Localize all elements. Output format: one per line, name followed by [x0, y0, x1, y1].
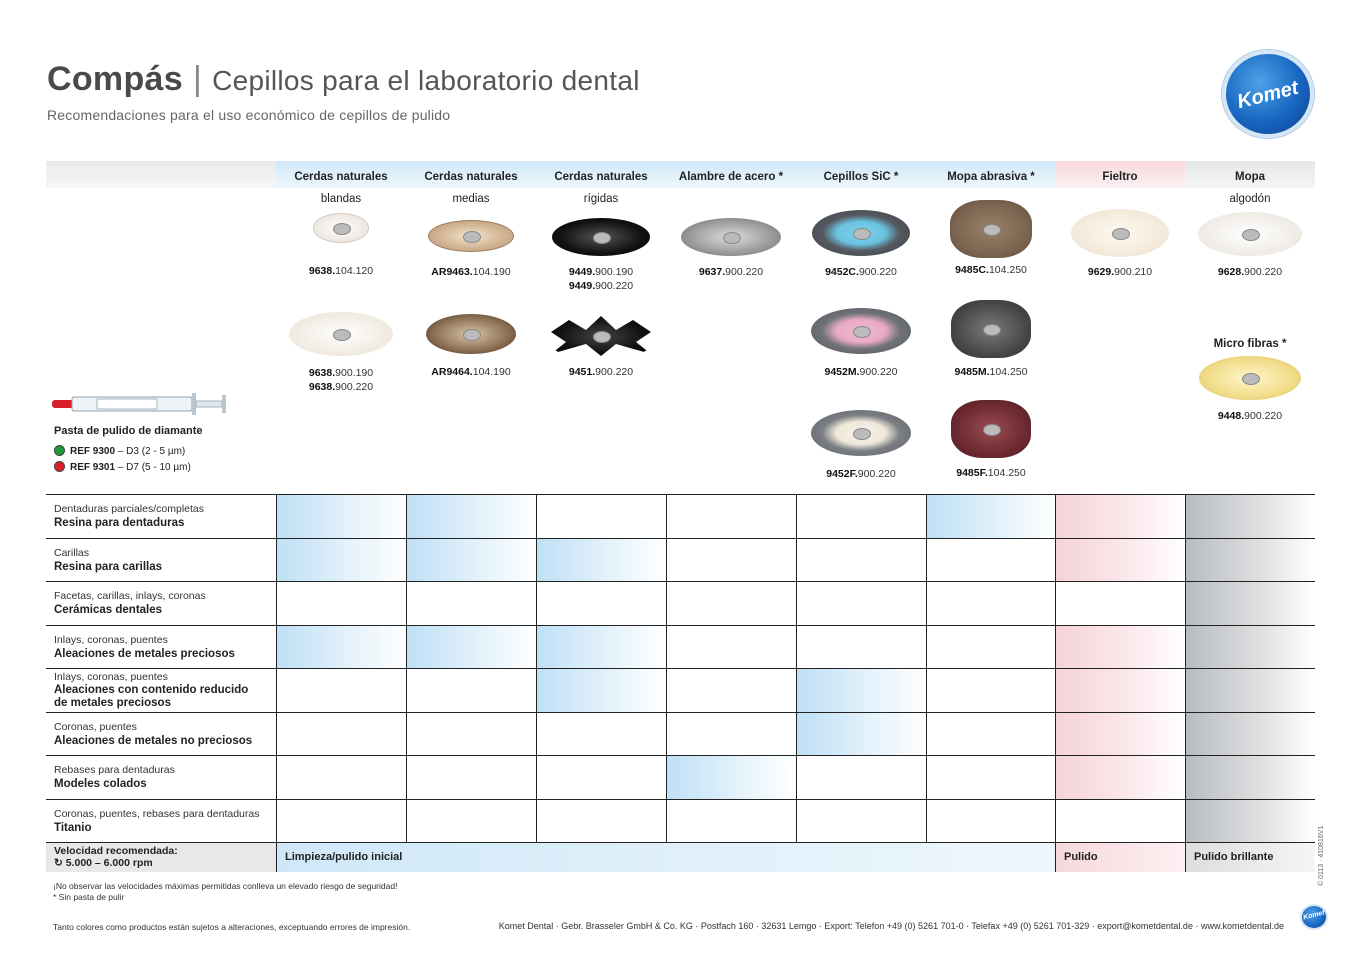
- col-header-8: Mopa: [1234, 171, 1266, 183]
- product-9485F-104250: 9485F.104.250: [926, 400, 1056, 479]
- header-strip-lightgray: [1185, 161, 1315, 188]
- rotation-icon: ↻: [54, 857, 66, 869]
- syringe-image: [52, 393, 226, 415]
- brush-image: [950, 200, 1032, 258]
- product-9628-900220: 9628.900.220: [1185, 212, 1315, 278]
- product-microfibras-label: Micro fibras *: [1213, 338, 1287, 350]
- col-header-5: Cepillos SiC *: [823, 171, 899, 183]
- product-9485M-104250: 9485M.104.250: [926, 300, 1056, 378]
- col-header-1: Cerdas naturales: [294, 171, 388, 183]
- speed-band-polish: Pulido: [1055, 843, 1185, 872]
- product-9485C-104250: 9485C.104.250: [926, 200, 1056, 276]
- brush-image: [811, 410, 911, 456]
- komet-logo: Komet: [1222, 50, 1314, 138]
- page-subtitle: Recomendaciones para el uso económico de…: [47, 107, 451, 123]
- table-row: Inlays, coronas, puentes Aleaciones con c…: [46, 668, 1315, 712]
- col-header-2: Cerdas naturales: [424, 171, 518, 183]
- col-sub-3: rígidas: [583, 193, 619, 205]
- table-row: Coronas, puentes Aleaciones de metales no…: [46, 711, 1315, 755]
- col-sub-8: algodón: [1229, 193, 1271, 205]
- header-strip-gray: [46, 161, 276, 188]
- header-strip-blue: [276, 161, 1055, 188]
- green-dot-icon: [54, 445, 65, 456]
- brush-image: [1198, 212, 1302, 256]
- brush-image: [681, 218, 781, 256]
- page-header: Compás | Cepillos para el laboratorio dent…: [47, 60, 640, 99]
- table-row: Dentaduras parciales/completas Resina par…: [46, 494, 1315, 538]
- product-9452F-900220: 9452F.900.220: [796, 410, 926, 480]
- speed-row: Velocidad recomendada: ↻ 5.000 – 6.000 rp…: [46, 842, 1315, 872]
- brush-image: [313, 213, 369, 243]
- product-AR9464-104190: AR9464.104.190: [406, 314, 536, 378]
- product-9629-900210: 9629.900.210: [1055, 209, 1185, 278]
- brush-image: [428, 220, 514, 252]
- col-sub-2: medias: [452, 193, 490, 205]
- table-row: Rebases para dentaduras Modeles colados: [46, 755, 1315, 799]
- page-title: Compás | Cepillos para el laboratorio dent…: [47, 60, 640, 98]
- contact-footer: Komet Dental · Gebr. Brasseler GmbH & Co…: [498, 921, 1284, 931]
- brush-image: [811, 308, 911, 354]
- brush-image: [812, 210, 910, 256]
- table-row: Facetas, carillas, inlays, coronas Cerámi…: [46, 581, 1315, 625]
- product-9638-900: 9638.900.190 9638.900.220: [276, 312, 406, 393]
- col-header-3: Cerdas naturales: [554, 171, 648, 183]
- product-AR9463-104190: AR9463.104.190: [406, 220, 536, 278]
- brush-image: [951, 300, 1031, 358]
- product-9449: 9449.900.190 9449.900.220: [536, 218, 666, 292]
- brush-image: [552, 218, 650, 256]
- product-9452M-900220: 9452M.900.220: [796, 308, 926, 378]
- paste-ref-9301: REF 9301 – D7 (5 - 10 µm): [54, 461, 191, 473]
- col-sub-1: blandas: [320, 193, 362, 205]
- speed-band-cleaning: Limpieza/pulido inicial: [276, 843, 1055, 872]
- product-9451-900220: 9451.900.220: [536, 316, 666, 378]
- no-paste-note: * Sin pasta de pulir: [53, 892, 125, 902]
- header-strip-pink: [1055, 161, 1185, 188]
- warning-note: ¡No observar las velocidades máximas per…: [53, 881, 398, 891]
- product-9638-104120: 9638.104.120: [276, 213, 406, 277]
- table-row: Inlays, coronas, puentes Aleaciones de me…: [46, 624, 1315, 668]
- paste-title: Pasta de pulido de diamante: [54, 425, 203, 437]
- col-header-4: Alambre de acero *: [678, 171, 784, 183]
- table-row: Coronas, puentes, rebases para dentadura…: [46, 798, 1315, 842]
- brush-image: [426, 314, 516, 354]
- product-9452C-900220: 9452C.900.220: [796, 210, 926, 278]
- col-header-7: Fieltro: [1102, 171, 1138, 183]
- brush-image: [551, 316, 651, 356]
- brush-image: [951, 400, 1031, 458]
- brush-image: [1071, 209, 1169, 257]
- speed-band-shine: Pulido brillante: [1185, 843, 1315, 872]
- document-code: © 0113 · 410816V1: [1318, 825, 1325, 886]
- brush-image: [1199, 356, 1301, 400]
- col-header-6: Mopa abrasiva *: [947, 171, 1035, 183]
- product-9637-900220: 9637.900.220: [666, 218, 796, 278]
- paste-ref-9300: REF 9300 – D3 (2 - 5 µm): [54, 445, 185, 457]
- red-dot-icon: [54, 461, 65, 472]
- brush-image: [289, 312, 393, 356]
- speed-label: Velocidad recomendada: ↻ 5.000 – 6.000 rp…: [54, 845, 178, 869]
- komet-small-logo: Komet: [1300, 904, 1328, 930]
- disclaimer: Tanto colores como productos están sujet…: [53, 922, 411, 932]
- product-9448-900220: 9448.900.220: [1185, 356, 1315, 422]
- table-row: Carillas Resina para carillas: [46, 537, 1315, 581]
